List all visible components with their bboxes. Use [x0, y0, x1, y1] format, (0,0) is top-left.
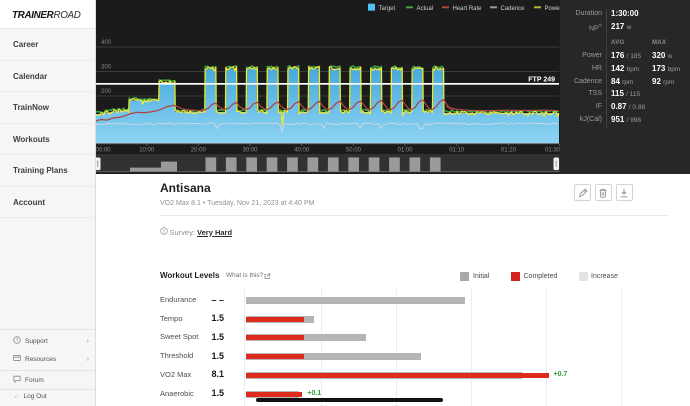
- svg-text:30:00: 30:00: [242, 148, 258, 154]
- svg-text:200: 200: [101, 89, 112, 95]
- svg-text:Heart Rate: Heart Rate: [453, 6, 483, 12]
- svg-text:20:00: 20:00: [191, 148, 207, 154]
- svg-text:Power: Power: [545, 6, 562, 12]
- svg-text:Target: Target: [379, 6, 396, 12]
- svg-text:50:00: 50:00: [346, 148, 362, 154]
- svg-text:Actual: Actual: [417, 6, 434, 12]
- svg-text:10:00: 10:00: [139, 148, 155, 154]
- svg-text:400: 400: [101, 40, 112, 46]
- svg-text:01:10: 01:10: [449, 148, 465, 154]
- svg-text:40:00: 40:00: [294, 148, 310, 154]
- svg-text:Cadence: Cadence: [501, 6, 526, 12]
- svg-text:01:30: 01:30: [545, 148, 561, 154]
- svg-text:00:00: 00:00: [96, 148, 112, 154]
- svg-text:01:20: 01:20: [501, 148, 517, 154]
- svg-text:FTP 249: FTP 249: [528, 77, 555, 84]
- svg-text:300: 300: [101, 65, 112, 71]
- svg-text:01:00: 01:00: [397, 148, 413, 154]
- svg-text:?: ?: [16, 337, 19, 343]
